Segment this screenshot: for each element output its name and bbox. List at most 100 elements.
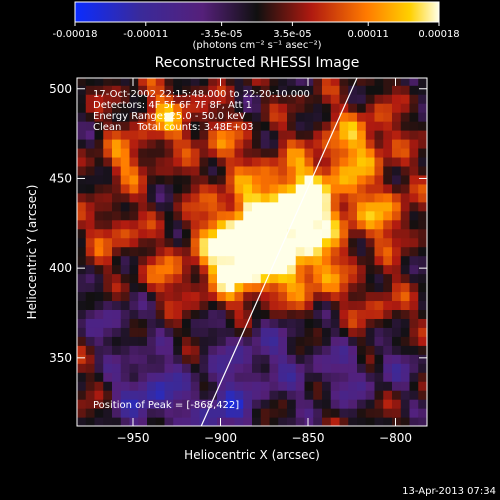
heat-cell xyxy=(217,183,227,194)
heat-cell xyxy=(260,417,271,426)
heat-cell xyxy=(252,363,262,373)
heat-cell xyxy=(129,345,139,355)
heat-cell xyxy=(199,147,209,158)
heat-cell xyxy=(287,192,297,203)
heat-cell xyxy=(409,345,419,355)
heat-cell xyxy=(269,246,279,257)
heat-cell xyxy=(400,246,411,257)
heat-cell xyxy=(103,336,113,346)
heat-cell xyxy=(190,192,201,203)
heat-cell xyxy=(182,399,192,409)
heat-cell xyxy=(77,201,87,212)
heat-cell xyxy=(243,264,253,275)
heat-cell xyxy=(112,300,122,310)
heat-cell xyxy=(225,94,236,104)
heat-cell xyxy=(85,103,96,113)
heat-cell xyxy=(225,273,236,284)
heat-cell xyxy=(287,300,297,310)
heat-cell xyxy=(147,363,157,373)
heat-cell xyxy=(287,121,297,131)
heat-cell xyxy=(392,264,402,275)
heat-cell xyxy=(225,130,236,140)
heat-cell xyxy=(138,291,148,302)
heat-cell xyxy=(400,219,411,230)
heat-cell xyxy=(243,130,253,140)
heat-cell xyxy=(357,255,367,266)
heat-cell xyxy=(112,336,122,346)
heat-cell xyxy=(400,192,411,203)
heat-cell xyxy=(234,165,244,176)
heat-cell xyxy=(199,408,209,418)
heat-cell xyxy=(225,381,236,391)
heat-cell xyxy=(418,85,427,95)
heat-cell xyxy=(129,246,139,257)
heat-cell xyxy=(418,345,427,355)
heat-cell xyxy=(234,78,244,86)
heat-cell xyxy=(339,85,349,95)
heat-cell xyxy=(208,327,218,337)
heat-cell xyxy=(418,300,427,310)
heat-cell xyxy=(252,282,262,293)
heat-cell xyxy=(400,147,411,158)
heat-cell xyxy=(155,94,166,104)
heat-cell xyxy=(173,327,183,337)
heat-cell xyxy=(243,147,253,158)
heat-cell xyxy=(147,165,157,176)
heat-cell xyxy=(199,390,209,400)
heat-cell xyxy=(418,372,427,382)
heat-cell xyxy=(208,228,218,239)
heat-cell xyxy=(77,381,87,391)
heat-cell xyxy=(147,318,157,328)
heat-cell xyxy=(269,130,279,140)
heat-cell xyxy=(208,390,218,400)
colorbar-tick-label: 3.5e-05 xyxy=(273,29,311,40)
heat-cell xyxy=(278,121,288,131)
heat-cell xyxy=(103,282,113,293)
heat-cell xyxy=(112,327,122,337)
heat-cell xyxy=(365,192,376,203)
heat-cell xyxy=(322,399,332,409)
heat-cell xyxy=(418,408,427,418)
heat-cell xyxy=(313,103,323,113)
heat-cell xyxy=(120,291,131,302)
heat-cell xyxy=(129,121,139,131)
heat-cell xyxy=(112,309,122,319)
heat-cell xyxy=(330,94,341,104)
heat-cell xyxy=(357,78,367,86)
heat-cell xyxy=(217,345,227,355)
heat-cell xyxy=(304,130,314,140)
heat-cell xyxy=(173,273,183,284)
heat-cell xyxy=(260,264,271,275)
heat-cell xyxy=(147,201,157,212)
heat-cell xyxy=(409,219,419,230)
heat-cell xyxy=(295,246,306,257)
heat-cell xyxy=(94,237,104,248)
heat-cell xyxy=(322,219,332,230)
heat-cell xyxy=(120,309,131,319)
heat-cell xyxy=(112,201,122,212)
heat-cell xyxy=(234,219,244,230)
heat-cell xyxy=(383,273,393,284)
heat-cell xyxy=(348,372,358,382)
heat-cell xyxy=(260,147,271,158)
heat-cell xyxy=(190,103,201,113)
heat-cell xyxy=(313,390,323,400)
heat-cell xyxy=(85,408,96,418)
heat-cell xyxy=(374,372,384,382)
heat-cell xyxy=(348,174,358,185)
heat-cell xyxy=(357,390,367,400)
heat-cell xyxy=(94,273,104,284)
heat-cell xyxy=(190,174,201,185)
heat-cell xyxy=(330,372,341,382)
heat-cell xyxy=(112,237,122,248)
heat-cell xyxy=(85,147,96,158)
colorbar-tick-label: -3.5e-05 xyxy=(201,29,243,40)
heat-cell xyxy=(304,372,314,382)
heat-cell xyxy=(269,183,279,194)
heat-cell xyxy=(147,408,157,418)
heat-cell xyxy=(295,183,306,194)
heat-cell xyxy=(278,255,288,266)
heat-cell xyxy=(252,130,262,140)
heat-cell xyxy=(217,381,227,391)
heat-cell xyxy=(217,354,227,364)
